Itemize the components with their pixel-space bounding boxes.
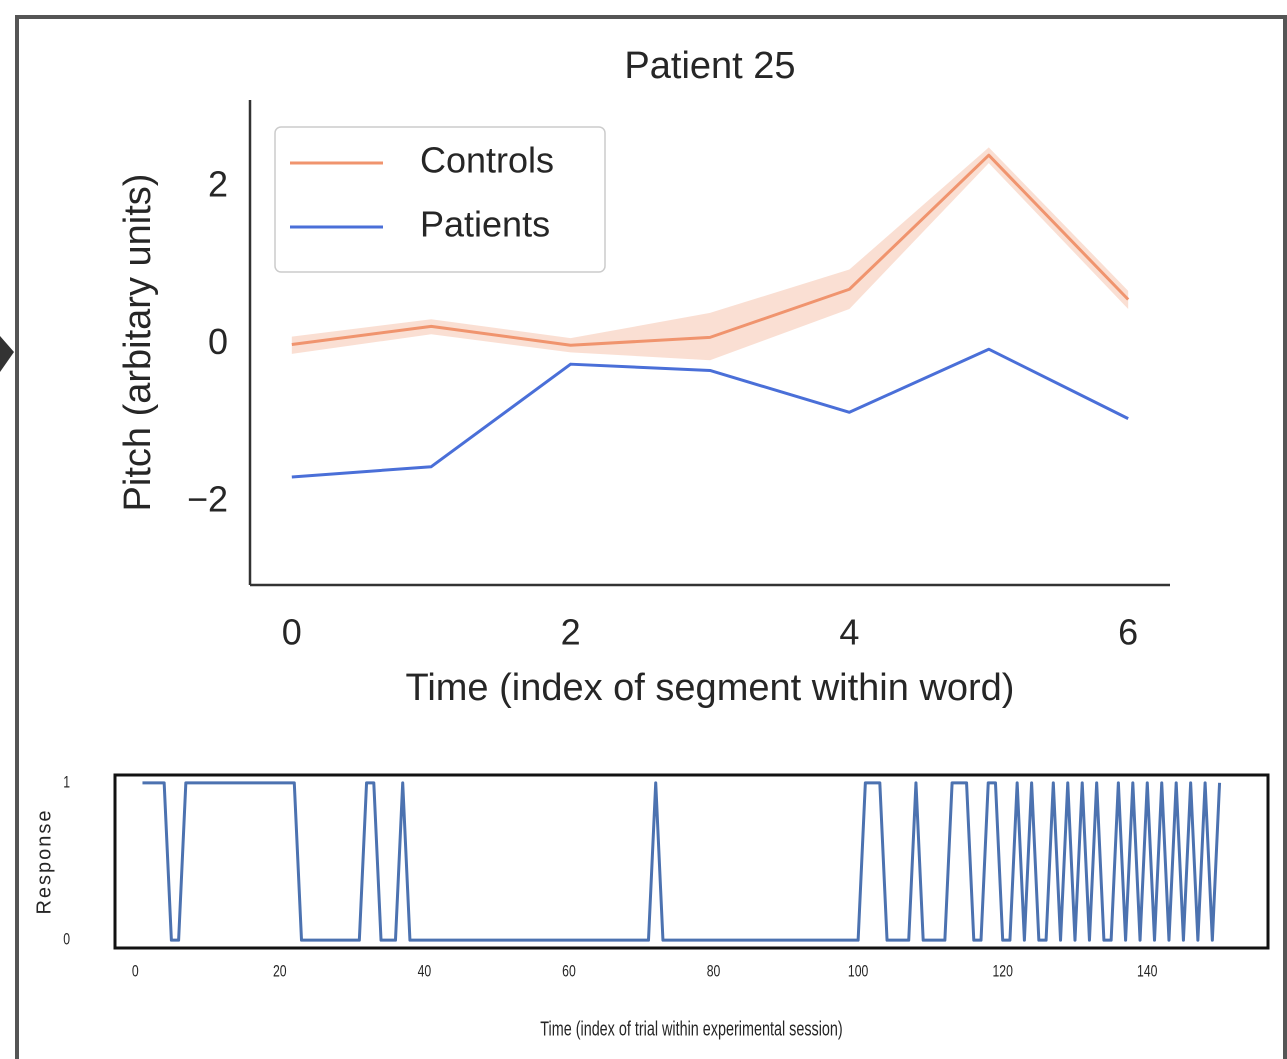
y-tick-label: 1	[63, 774, 70, 792]
y-axis-label: Response	[33, 808, 55, 914]
cursor-arrow	[0, 336, 14, 372]
chart-title: Patient 25	[624, 45, 795, 87]
legend-label: Patients	[420, 204, 550, 245]
x-tick-label: 2	[561, 612, 581, 653]
x-tick-label: 0	[132, 963, 139, 981]
data-line	[142, 781, 1222, 942]
x-tick-label: 100	[848, 963, 868, 981]
y-axis-label: Pitch (arbitary units)	[117, 174, 159, 512]
x-tick-label: 60	[562, 963, 576, 981]
x-tick-label: 4	[839, 612, 859, 653]
y-tick-label: 0	[208, 321, 228, 362]
y-tick-label: 2	[208, 163, 228, 204]
x-axis-label: Time (index of segment within word)	[406, 667, 1015, 709]
x-tick-label: 120	[992, 963, 1012, 981]
y-tick-label: −2	[187, 479, 228, 520]
confidence-band	[291, 147, 1129, 361]
plot-frame	[113, 773, 1270, 950]
x-tick-label: 140	[1137, 963, 1157, 981]
x-tick-label: 80	[707, 963, 721, 981]
data-line	[291, 153, 1130, 347]
data-line	[291, 347, 1129, 479]
x-tick-label: 0	[282, 612, 302, 653]
x-tick-label: 20	[273, 963, 287, 981]
x-tick-label: 40	[418, 963, 432, 981]
x-tick-label: 6	[1118, 612, 1138, 653]
legend-label: Controls	[420, 140, 554, 181]
x-axis-label: Time (index of trial within experimental…	[540, 1017, 842, 1040]
y-tick-label: 0	[63, 931, 70, 949]
